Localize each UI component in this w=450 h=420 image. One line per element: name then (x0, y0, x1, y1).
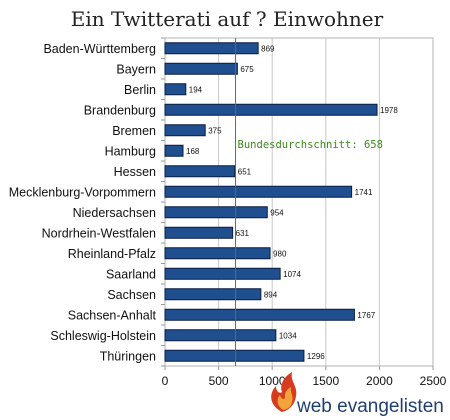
x-tick-label: 2500 (420, 374, 447, 388)
data-label: 168 (186, 147, 200, 156)
category-label: Baden-Württemberg (43, 42, 156, 56)
data-label: 869 (261, 44, 275, 53)
bar (164, 165, 236, 178)
x-tick-label: 0 (162, 374, 169, 388)
category-label: Sachsen (107, 288, 156, 302)
data-label: 1034 (279, 331, 297, 340)
reference-line-label: Bundesdurchschnitt: 658 (238, 139, 383, 151)
category-label: Nordrhein-Westfalen (42, 226, 156, 240)
category-label: Niedersachsen (73, 206, 156, 220)
brand-name: web evangelisten (296, 396, 444, 417)
flame-icon (271, 372, 297, 412)
data-label: 894 (264, 290, 278, 299)
category-label: Thüringen (100, 349, 156, 363)
bar (164, 124, 206, 137)
x-tick-label: 2000 (366, 374, 393, 388)
bar (164, 349, 305, 362)
bar (164, 267, 281, 280)
bar (164, 83, 187, 96)
x-tick-label: 1500 (312, 374, 339, 388)
bar (164, 62, 238, 75)
data-label: 1741 (355, 188, 373, 197)
brand-logo: web evangelisten (271, 372, 444, 417)
data-label: 1296 (307, 352, 325, 361)
bar (164, 226, 234, 239)
data-label: 651 (238, 167, 252, 176)
data-label: 375 (208, 126, 222, 135)
data-label: 1074 (283, 270, 301, 279)
data-label: 631 (236, 229, 250, 238)
category-label: Berlin (124, 83, 156, 97)
bar (164, 185, 353, 198)
chart-title: Ein Twitterati auf ? Einwohner (71, 7, 384, 31)
bar (164, 329, 277, 342)
category-label: Rheinland-Pfalz (68, 247, 156, 261)
plot-area: 0 500 1000 1500 2000 2500 Baden-Württemberg 869… (9, 37, 447, 388)
category-label: Saarland (106, 267, 156, 281)
data-label: 194 (189, 85, 203, 94)
category-label: Hamburg (105, 144, 156, 158)
data-label: 954 (270, 208, 284, 217)
data-label: 980 (273, 249, 287, 258)
category-label: Hessen (114, 165, 156, 179)
bar (164, 206, 268, 219)
category-label: Bremen (112, 124, 156, 138)
data-label: 1978 (380, 106, 398, 115)
category-label: Brandenburg (84, 103, 156, 117)
data-label: 675 (240, 65, 254, 74)
category-label: Schleswig-Holstein (50, 329, 156, 343)
x-tick-label: 1000 (259, 374, 286, 388)
category-label: Sachsen-Anhalt (68, 308, 157, 322)
x-tick-label: 500 (209, 374, 229, 388)
category-label: Bayern (116, 62, 156, 76)
category-label: Mecklenburg-Vorpommern (9, 185, 156, 199)
bar (164, 144, 184, 157)
bar (164, 247, 271, 260)
data-label: 1767 (357, 311, 375, 320)
bar (164, 42, 259, 55)
bar (164, 288, 262, 301)
bar (164, 103, 378, 116)
bar (164, 308, 355, 321)
